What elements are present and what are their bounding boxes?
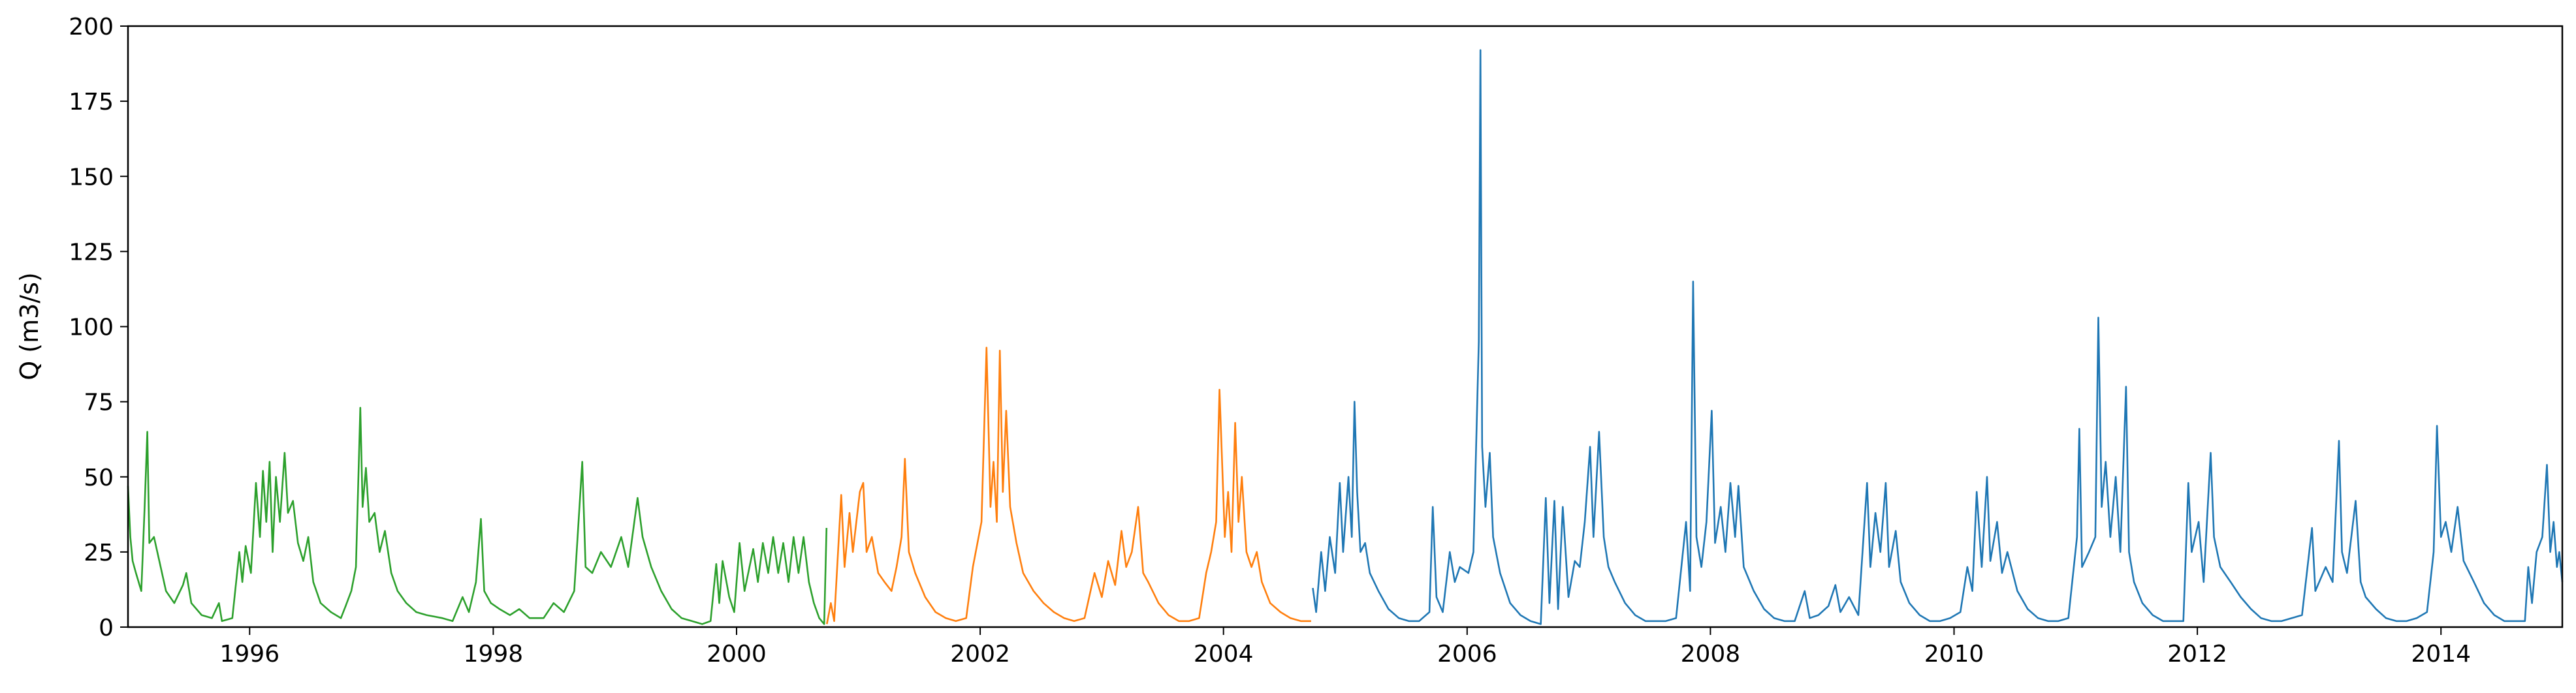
y-tick-label: 50 bbox=[84, 465, 114, 491]
x-tick-label: 2014 bbox=[2411, 641, 2471, 668]
y-tick-label: 200 bbox=[69, 14, 114, 40]
y-tick-label: 175 bbox=[69, 89, 114, 116]
x-tick-label: 1996 bbox=[219, 641, 279, 668]
x-tick-label: 1998 bbox=[464, 641, 524, 668]
y-tick-label: 0 bbox=[99, 615, 114, 641]
y-axis: 0 25 50 75 100 125 150 175 200 bbox=[69, 14, 128, 641]
y-tick-label: 25 bbox=[84, 540, 114, 566]
series-line-3 bbox=[1312, 49, 2564, 625]
x-tick-label: 2000 bbox=[707, 641, 767, 668]
y-tick-label: 75 bbox=[84, 390, 114, 416]
plot-area bbox=[127, 49, 2564, 625]
x-tick-label: 2008 bbox=[1681, 641, 1741, 668]
series-line-2 bbox=[826, 346, 1311, 624]
x-tick-label: 2010 bbox=[1924, 641, 1984, 668]
x-tick-label: 2012 bbox=[2167, 641, 2227, 668]
y-axis-label: Q (m3/s) bbox=[15, 272, 44, 380]
x-tick-label: 2004 bbox=[1194, 641, 1254, 668]
y-tick-label: 125 bbox=[69, 239, 114, 266]
series-line-1 bbox=[127, 407, 828, 625]
y-tick-label: 150 bbox=[69, 164, 114, 191]
x-tick-label: 2002 bbox=[950, 641, 1010, 668]
x-axis: 1996 1998 2000 2002 2004 2006 2008 2010 2012 2014 bbox=[219, 627, 2471, 668]
x-tick-label: 2006 bbox=[1437, 641, 1497, 668]
y-tick-label: 100 bbox=[69, 315, 114, 341]
axes-frame bbox=[127, 25, 2564, 628]
